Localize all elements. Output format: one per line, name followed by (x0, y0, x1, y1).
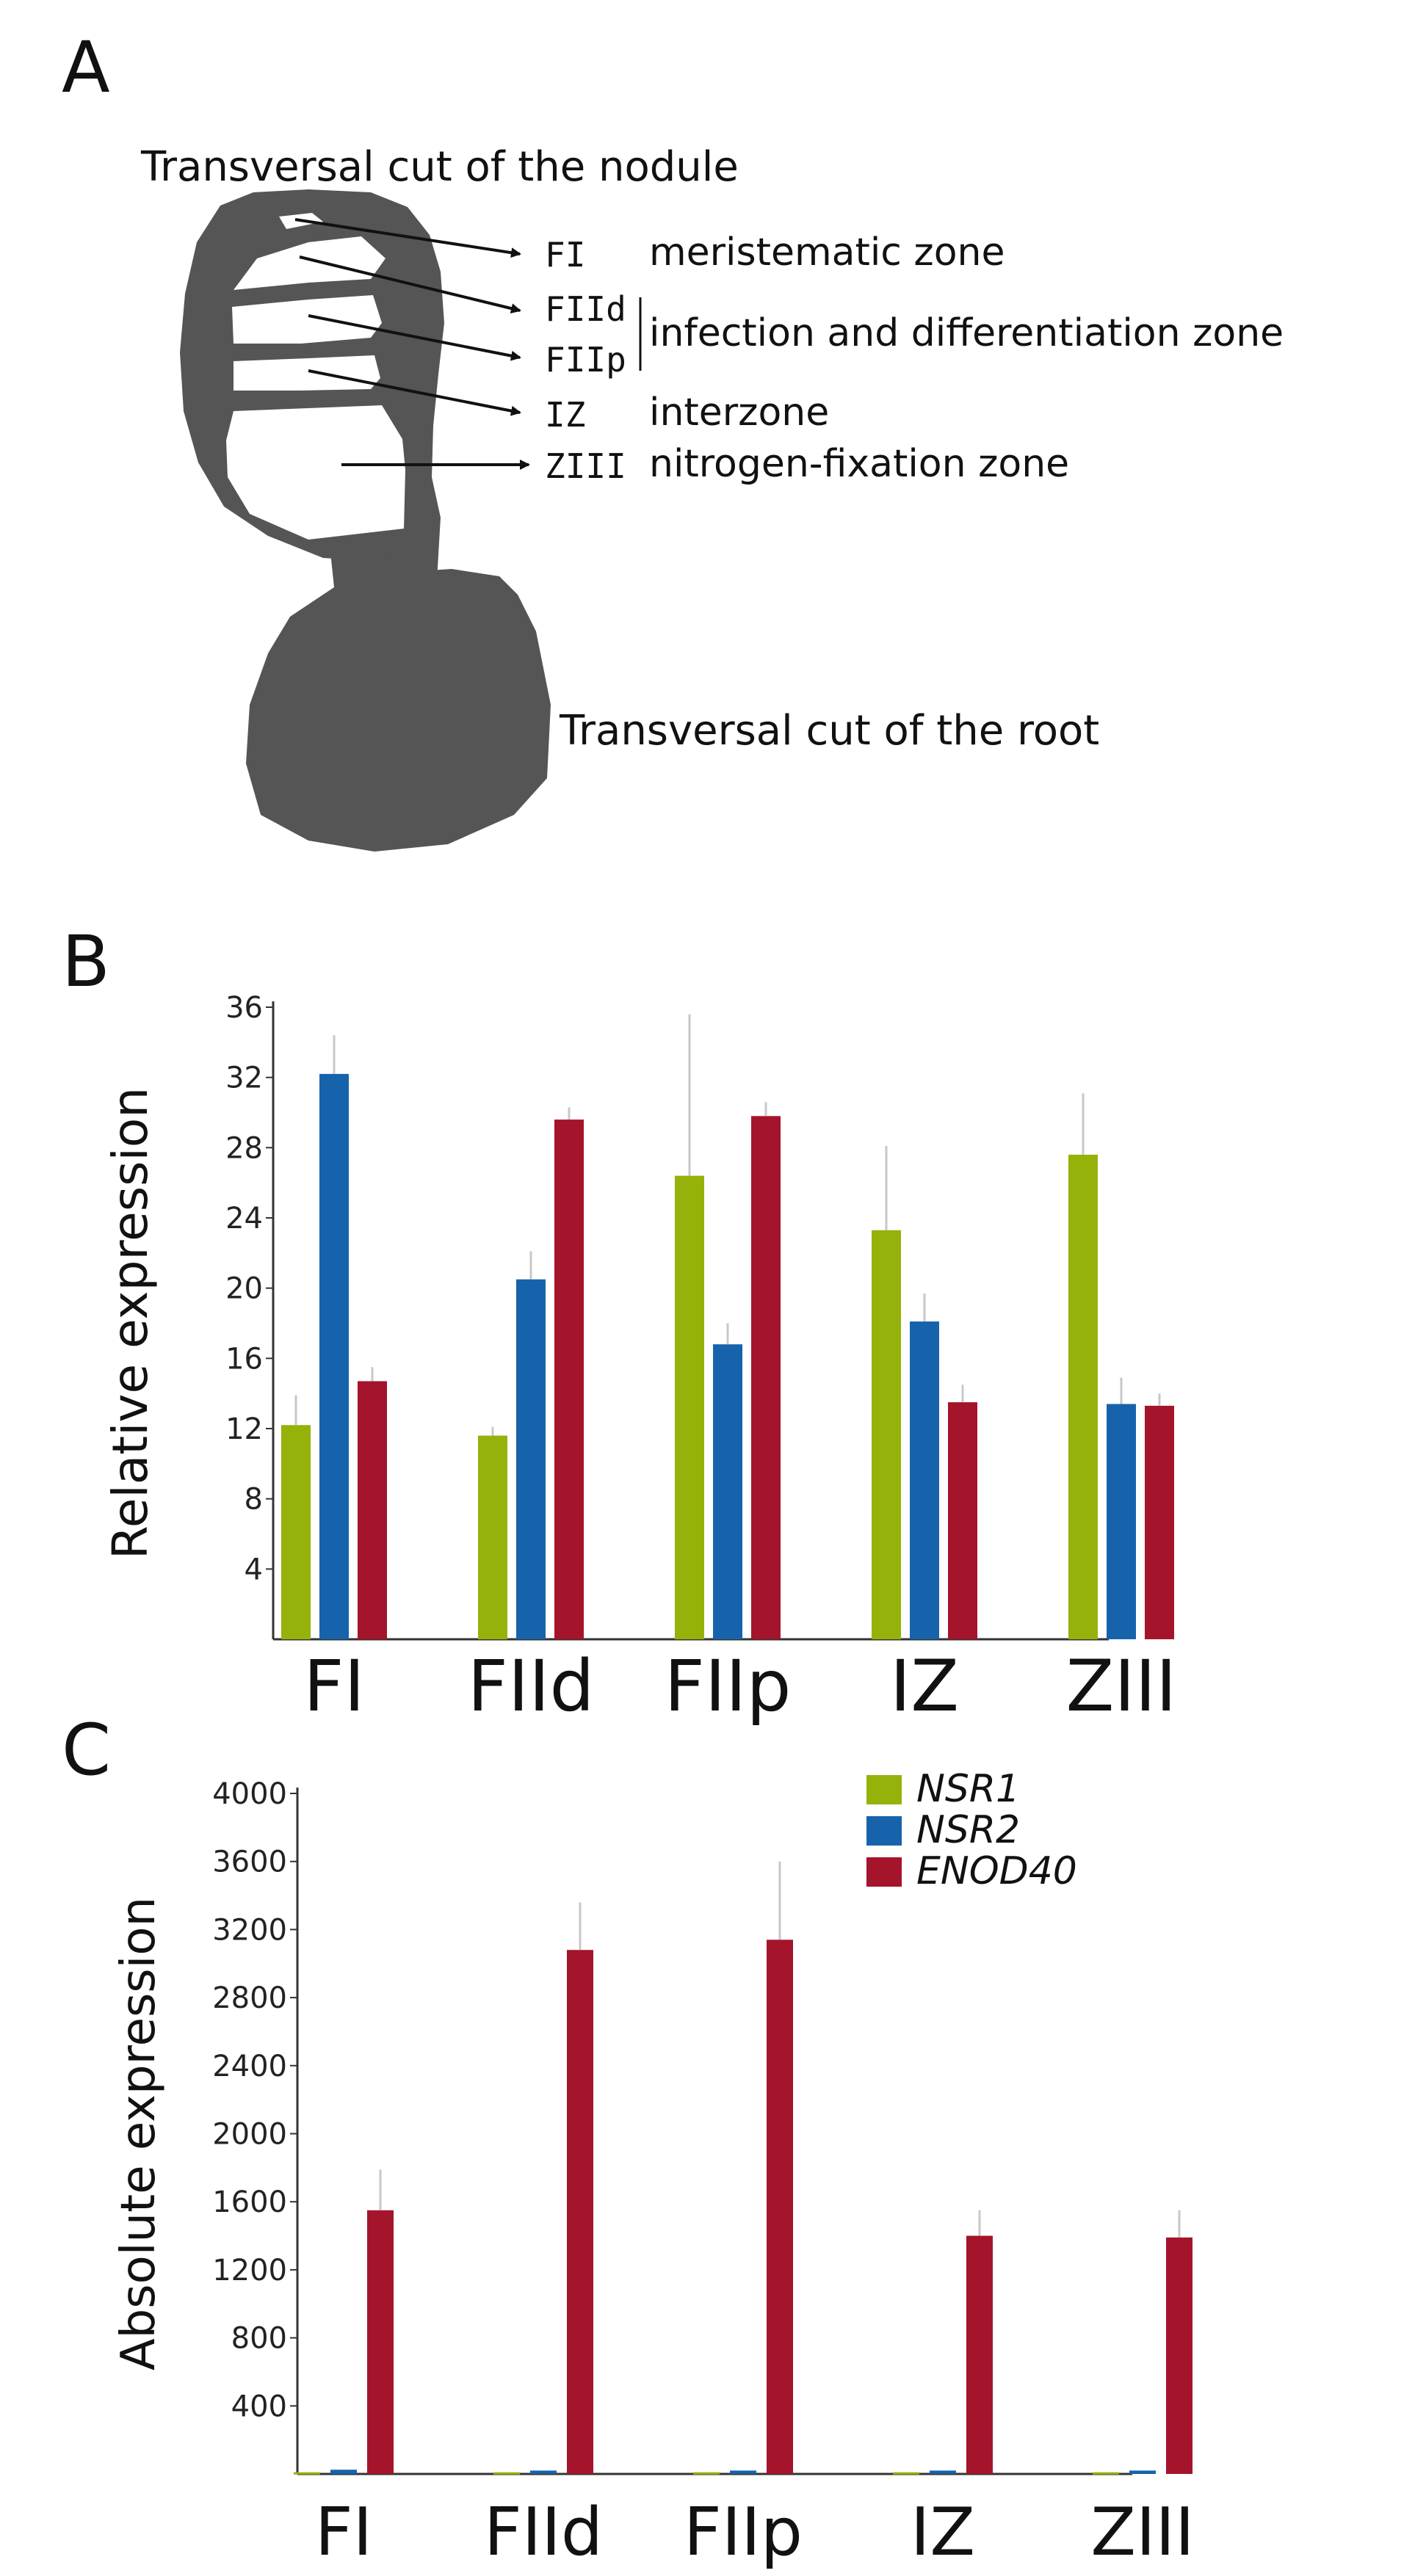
arrow-fi (294, 218, 521, 258)
bar-nsr1-fiip (675, 1175, 704, 1639)
x-category-label-fiip: FIIp (665, 1645, 792, 1727)
y-tick-label-28: 28 (225, 1131, 263, 1165)
y-tick-label-16: 16 (225, 1342, 263, 1376)
bar-nsr2-fi (330, 2470, 357, 2474)
legend-label-nsr1: NSR1 (916, 1767, 1020, 1811)
bar-enod40-fiip (751, 1116, 781, 1639)
y-tick-label-8: 8 (245, 1483, 263, 1517)
bar-nsr2-fiip (713, 1344, 742, 1639)
bar-nsr2-fiip (730, 2470, 756, 2474)
bar-nsr1-fiid (493, 2472, 520, 2475)
bar-nsr2-ziii (1129, 2470, 1156, 2474)
legend-swatch-enod40 (866, 1857, 902, 1887)
x-category-label-fiip: FIIp (684, 2494, 803, 2571)
legend-label-nsr2: NSR2 (916, 1808, 1020, 1852)
panel-c-letter: C (62, 1709, 112, 1791)
bar-enod40-iz (948, 1402, 977, 1639)
y-tick-label-36: 36 (225, 991, 263, 1025)
x-category-label-ziii: ZIII (1090, 2494, 1194, 2571)
y-tick-label-12: 12 (225, 1412, 263, 1446)
bar-nsr2-fiid (530, 2470, 557, 2474)
y-tick-label-2800: 2800 (212, 1981, 287, 2015)
zone-fiip-area (232, 295, 382, 344)
y-axis-label: Absolute expression (112, 1897, 166, 2370)
zone-iz-area (234, 355, 380, 391)
panel-a-letter: A (62, 26, 110, 109)
arrow-fiip (308, 314, 521, 361)
x-category-label-fiid: FIId (484, 2494, 603, 2571)
bar-enod40-fiip (767, 1940, 793, 2474)
bar-nsr1-ziii (1093, 2472, 1119, 2475)
bar-nsr1-fiid (478, 1435, 507, 1639)
bar-enod40-fi (358, 1381, 387, 1639)
bar-nsr2-iz (910, 1321, 939, 1639)
bar-enod40-ziii (1166, 2237, 1192, 2474)
zone-code-ziii: ZIII (545, 446, 626, 486)
x-category-label-iz: IZ (890, 1645, 959, 1727)
y-tick-label-800: 800 (231, 2322, 287, 2356)
x-category-label-iz: IZ (911, 2494, 975, 2571)
bar-enod40-iz (966, 2235, 993, 2474)
y-axis-label: Relative expression (102, 1087, 159, 1559)
y-tick-label-1600: 1600 (212, 2185, 287, 2219)
legend-label-enod40: ENOD40 (916, 1849, 1077, 1893)
nodule-zones (226, 213, 405, 540)
x-category-label-ziii: ZIII (1066, 1645, 1177, 1727)
root-label: Transversal cut of the root (560, 707, 1100, 755)
nodule-label: Transversal cut of the nodule (141, 143, 739, 191)
bar-enod40-ziii (1145, 1405, 1174, 1639)
bar-nsr1-iz (872, 1230, 901, 1639)
zone-code-fi: FI (545, 235, 586, 275)
y-tick-label-400: 400 (231, 2390, 287, 2423)
bar-nsr1-fi (294, 2472, 320, 2475)
bar-nsr2-fi (319, 1073, 349, 1639)
x-category-label-fi: FI (303, 1645, 365, 1727)
bar-nsr2-fiid (516, 1279, 546, 1639)
bar-enod40-fi (367, 2210, 394, 2474)
y-tick-label-1200: 1200 (212, 2254, 287, 2287)
zone-arrows (294, 218, 530, 470)
bar-nsr1-ziii (1068, 1154, 1098, 1639)
bar-nsr1-fi (281, 1425, 311, 1639)
arrow-iz (308, 369, 521, 416)
y-tick-label-24: 24 (225, 1202, 263, 1236)
y-tick-label-20: 20 (225, 1272, 263, 1306)
y-tick-label-3200: 3200 (212, 1913, 287, 1947)
x-category-label-fiid: FIId (468, 1645, 595, 1727)
zone-code-fiid: FIId (545, 289, 626, 329)
y-tick-label-3600: 3600 (212, 1846, 287, 1879)
bar-enod40-fiid (567, 1950, 593, 2474)
y-tick-label-4000: 4000 (212, 1777, 287, 1811)
bar-nsr2-ziii (1107, 1404, 1136, 1639)
zone-desc-infection: infection and differentiation zone (649, 311, 1284, 355)
y-tick-label-2400: 2400 (212, 2050, 287, 2083)
zone-desc-ziii: nitrogen-fixation zone (649, 442, 1070, 486)
bar-enod40-fiid (554, 1120, 584, 1639)
zone-code-fiip: FIIp (545, 340, 626, 380)
y-tick-label-4: 4 (245, 1553, 263, 1586)
bar-nsr1-iz (893, 2472, 919, 2475)
zone-code-iz: IZ (545, 395, 586, 435)
legend-swatch-nsr2 (866, 1816, 902, 1846)
x-category-label-fi: FI (315, 2494, 372, 2571)
zone-ziii-area (226, 405, 405, 540)
zone-desc-fi: meristematic zone (649, 231, 1005, 275)
bar-nsr2-iz (930, 2470, 956, 2474)
arrow-fiid (299, 255, 521, 313)
y-tick-label-2000: 2000 (212, 2118, 287, 2152)
y-tick-label-32: 32 (225, 1062, 263, 1095)
bar-nsr1-fiip (693, 2472, 720, 2475)
legend-swatch-nsr1 (866, 1775, 902, 1804)
panel-b-letter: B (62, 921, 110, 1003)
zone-desc-iz: interzone (649, 391, 830, 435)
zone-fiid-area (234, 236, 386, 290)
root-section (246, 569, 551, 852)
